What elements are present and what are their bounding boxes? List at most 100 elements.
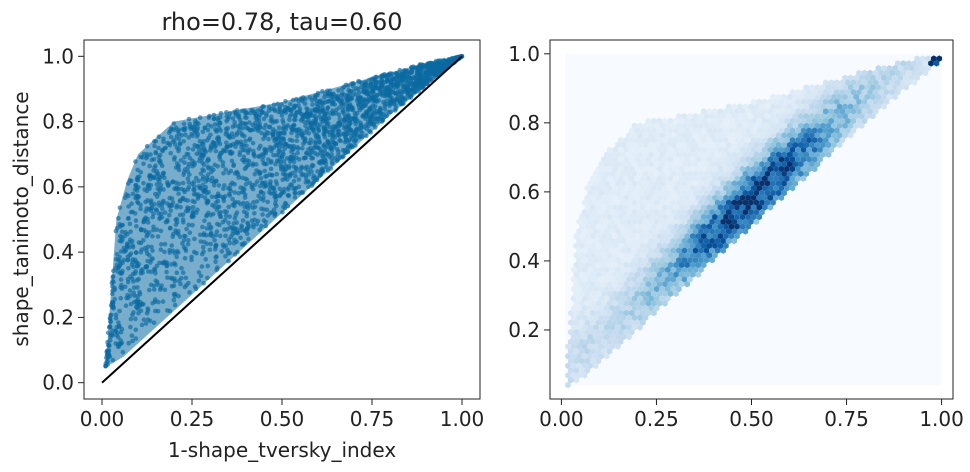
scatter-point xyxy=(162,241,168,247)
hexbin-cell xyxy=(609,237,616,245)
hexbin-cell xyxy=(750,175,757,182)
hexbin-cell xyxy=(637,209,643,216)
scatter-point xyxy=(246,158,252,164)
hexbin-cell xyxy=(665,266,671,273)
hexbin-cell xyxy=(739,223,746,230)
hexbin-cell xyxy=(581,257,588,264)
hexbin-cell xyxy=(897,84,904,91)
scatter-point xyxy=(335,152,341,158)
hexbin-cell xyxy=(703,199,710,206)
hexbin-cell xyxy=(714,151,721,158)
hexbin-cell xyxy=(764,113,771,120)
hexbin-cell xyxy=(631,132,638,139)
hexbin-cell xyxy=(595,329,602,336)
scatter-point xyxy=(243,138,248,144)
scatter-point xyxy=(341,84,347,90)
hexbin-cell xyxy=(784,98,790,105)
hexbin-cell xyxy=(667,175,674,182)
hexbin-cell xyxy=(620,161,627,168)
hexbin-cell xyxy=(628,204,635,211)
scatter-point xyxy=(313,132,318,137)
hexbin-cell xyxy=(845,89,851,96)
hexbin-cell xyxy=(584,242,591,249)
hexbin-cell xyxy=(809,93,815,101)
hexbin-cell xyxy=(598,218,604,225)
hexbin-cell xyxy=(595,290,602,297)
scatter-point xyxy=(282,131,287,136)
y-axis-label: shape_tanimoto_distance xyxy=(9,91,33,346)
hexbin-cell xyxy=(587,314,593,321)
hexbin-cell xyxy=(731,113,737,120)
hexbin-cell xyxy=(637,199,643,206)
hexbin-cell xyxy=(725,228,732,235)
hexbin-cell xyxy=(620,189,627,197)
hexbin-cell xyxy=(795,89,801,96)
scatter-point xyxy=(169,196,175,201)
scatter-point xyxy=(184,151,190,157)
hexbin-cell xyxy=(709,161,715,168)
hexbin-cell xyxy=(728,108,735,115)
scatter-point xyxy=(236,111,241,117)
hexbin-cell xyxy=(592,353,599,360)
hexbin-cell xyxy=(886,74,893,81)
y-tick-label: 0.6 xyxy=(508,180,540,204)
hexbin-cell xyxy=(723,137,729,144)
hexbin-cell xyxy=(678,242,685,249)
scatter-point xyxy=(226,258,231,264)
hexbin-cell xyxy=(906,60,912,67)
hexbin-cell xyxy=(642,132,649,139)
hexbin-cell xyxy=(626,141,632,149)
hexbin-cell xyxy=(870,74,876,81)
hexbin-cell xyxy=(698,266,704,273)
hexbin-cell xyxy=(822,137,829,144)
hexbin-cell xyxy=(684,117,690,125)
hexbin-cell xyxy=(656,204,663,211)
scatter-point xyxy=(280,117,286,123)
hexbin-cell xyxy=(689,261,696,269)
scatter-point xyxy=(249,218,255,223)
scatter-point xyxy=(182,284,188,290)
hexbin-cell xyxy=(634,146,640,153)
scatter-point xyxy=(232,171,238,176)
scatter-point xyxy=(313,116,319,121)
scatter-point xyxy=(306,172,312,177)
scatter-point xyxy=(133,218,139,223)
scatter-point xyxy=(291,152,297,158)
hexbin-cell xyxy=(770,113,776,120)
hexbin-cell xyxy=(703,161,710,168)
scatter-point xyxy=(145,220,151,225)
scatter-point xyxy=(264,207,270,213)
hexbin-cell xyxy=(584,290,591,297)
scatter-point xyxy=(170,180,175,185)
scatter-point xyxy=(345,96,351,102)
scatter-point xyxy=(196,148,202,153)
hexbin-cell xyxy=(875,93,882,101)
scatter-point xyxy=(143,199,148,205)
scatter-point xyxy=(169,243,174,248)
hexbin-cell xyxy=(648,266,654,273)
hexbin-cell xyxy=(598,257,604,264)
x-tick-label: 0.75 xyxy=(350,407,395,431)
hexbin-cell xyxy=(845,127,851,134)
scatter-point xyxy=(164,269,169,275)
scatter-point xyxy=(386,86,391,92)
scatter-point xyxy=(144,233,149,239)
scatter-point xyxy=(389,83,394,89)
hexbin-cell xyxy=(634,165,640,173)
hexbin-cell xyxy=(576,333,582,341)
scatter-point xyxy=(156,203,162,208)
hexbin-cell xyxy=(678,117,685,125)
hexbin-cell xyxy=(712,117,718,125)
scatter-point xyxy=(223,167,229,172)
scatter-point xyxy=(228,188,233,194)
scatter-point xyxy=(268,166,274,172)
scatter-point xyxy=(336,112,342,117)
hexbin-cell xyxy=(631,324,638,331)
hexbin-cell xyxy=(698,113,704,120)
scatter-point xyxy=(162,249,167,255)
scatter-point xyxy=(213,194,219,200)
hexbin-cell xyxy=(670,122,677,129)
hexbin-cell xyxy=(701,185,707,192)
scatter-point xyxy=(162,287,168,293)
hexbin-cell xyxy=(659,161,665,168)
